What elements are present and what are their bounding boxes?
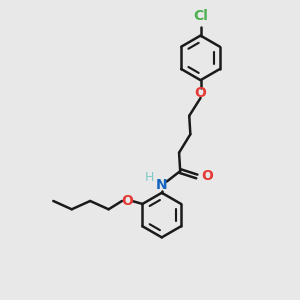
Text: O: O xyxy=(202,169,214,184)
Text: O: O xyxy=(121,194,133,208)
Text: N: N xyxy=(156,178,168,192)
Text: Cl: Cl xyxy=(193,9,208,23)
Text: O: O xyxy=(195,85,206,100)
Text: H: H xyxy=(145,170,154,184)
